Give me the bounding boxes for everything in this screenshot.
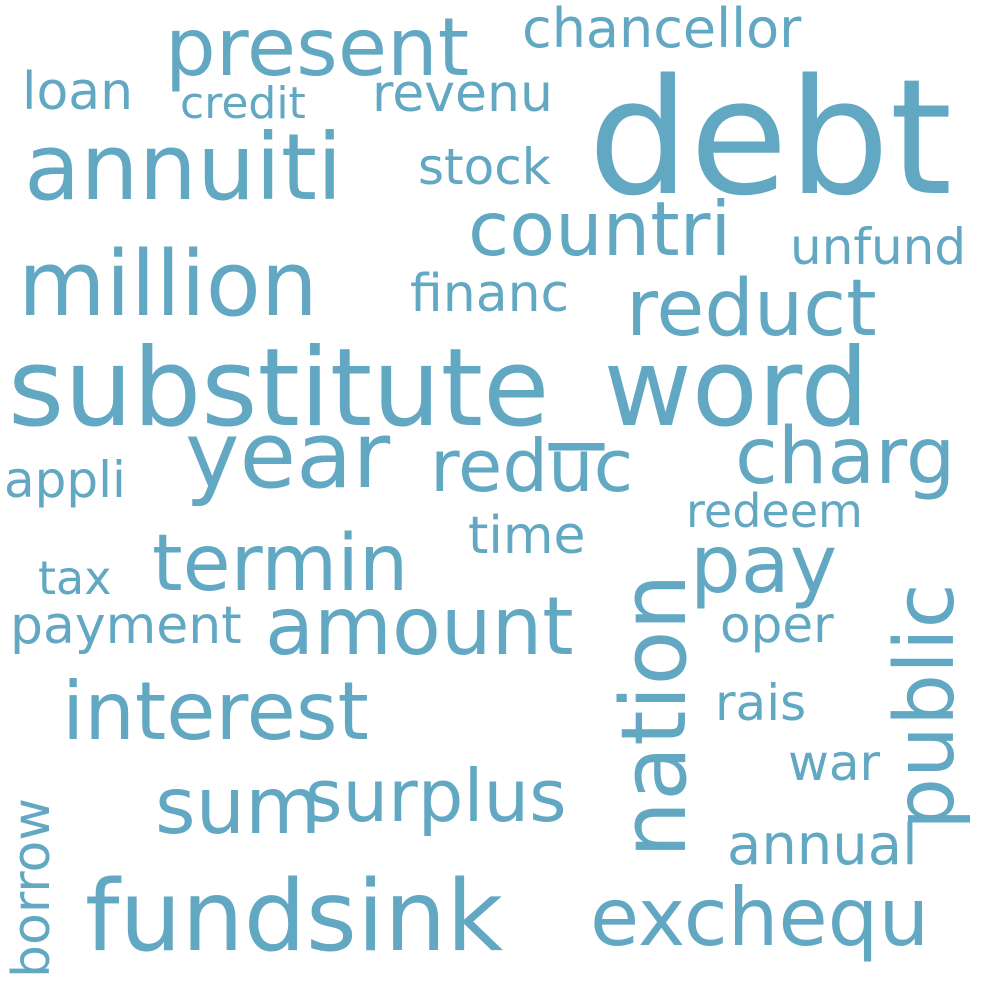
word-loan: loan bbox=[22, 62, 134, 122]
word-debt: debt bbox=[588, 44, 953, 231]
word-redeem: redeem bbox=[686, 484, 863, 538]
word-oper: oper bbox=[720, 596, 834, 654]
word-surplus: surplus bbox=[305, 754, 567, 838]
word-nation: nation bbox=[602, 573, 707, 858]
word-exchequ: exchequ bbox=[590, 871, 930, 964]
word-payment: payment bbox=[10, 596, 242, 656]
word-public: public bbox=[878, 583, 973, 830]
word-pay: pay bbox=[690, 518, 838, 611]
word-war: war bbox=[788, 734, 881, 792]
word-time: time bbox=[468, 506, 586, 566]
word-countri: countri bbox=[468, 185, 732, 273]
word-chancellor: chancellor bbox=[522, 0, 802, 60]
word-annual: annual bbox=[727, 813, 918, 878]
word-financ: financ bbox=[410, 264, 570, 324]
word-substitute-word: substitute_word bbox=[8, 326, 869, 451]
word-unfund: unfund bbox=[790, 218, 967, 276]
word-revenu: revenu bbox=[372, 64, 553, 124]
word-reduc: reduc bbox=[430, 424, 634, 508]
word-stock: stock bbox=[418, 138, 551, 196]
word-termin: termin bbox=[152, 519, 409, 609]
word-tax: tax bbox=[38, 551, 112, 605]
word-present: present bbox=[165, 1, 470, 94]
word-sum: sum bbox=[155, 762, 322, 852]
word-fundsink: fundsink bbox=[85, 860, 504, 974]
word-credit: credit bbox=[180, 78, 306, 129]
word-amount: amount bbox=[265, 580, 574, 673]
word-year: year bbox=[185, 402, 391, 509]
word-charg: charg bbox=[735, 412, 956, 502]
word-borrow: borrow bbox=[2, 798, 62, 978]
word-rais: rais bbox=[715, 674, 807, 732]
word-annuiti: annuiti bbox=[24, 114, 343, 221]
word-appli: appli bbox=[4, 451, 126, 509]
word-million: million bbox=[18, 232, 318, 337]
word-reduct: reduct bbox=[626, 264, 877, 354]
word-interest: interest bbox=[62, 665, 369, 758]
